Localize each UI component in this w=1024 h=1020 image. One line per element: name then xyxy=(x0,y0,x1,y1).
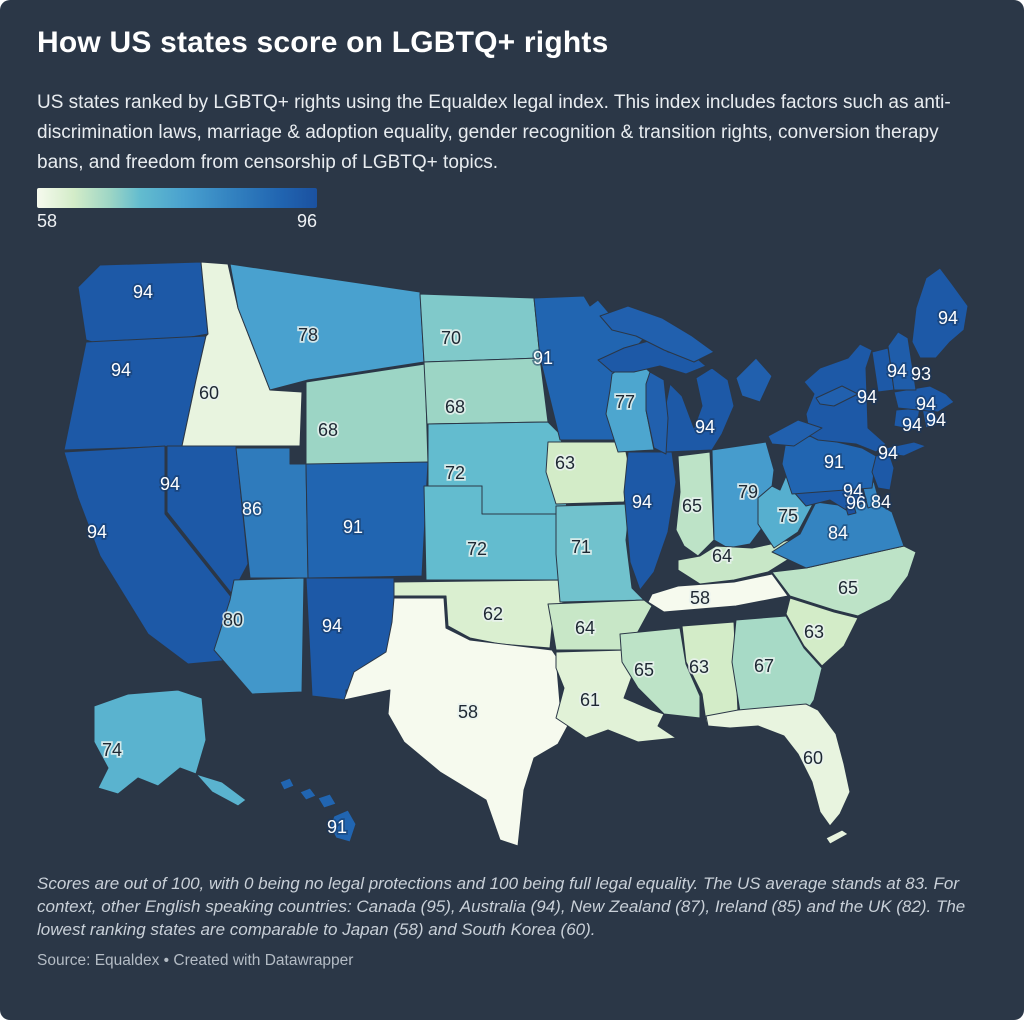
lake-michigan xyxy=(645,371,669,455)
state-shape-SC[interactable] xyxy=(785,597,859,667)
state-shape-NH[interactable] xyxy=(887,331,917,391)
state-shape-AZ[interactable] xyxy=(213,577,305,695)
state-shape-WY[interactable] xyxy=(305,363,429,465)
color-legend: 58 96 xyxy=(37,188,317,232)
legend-gradient-bar xyxy=(37,188,317,208)
state-shape-NY[interactable] xyxy=(885,441,927,457)
state-shape-MT[interactable] xyxy=(229,263,425,391)
state-shape-DC[interactable] xyxy=(845,505,857,516)
state-shape-ID[interactable] xyxy=(181,261,303,447)
state-shape-VA[interactable] xyxy=(771,497,905,569)
state-shape-AK[interactable] xyxy=(93,689,207,795)
state-shape-CO[interactable] xyxy=(305,461,429,579)
state-shape-MS[interactable] xyxy=(619,627,701,719)
legend-labels: 58 96 xyxy=(37,211,317,232)
state-shape-LA[interactable] xyxy=(555,649,677,743)
state-shape-HI[interactable] xyxy=(279,777,295,791)
state-shape-HI[interactable] xyxy=(329,809,357,843)
state-shape-IL[interactable] xyxy=(623,451,677,591)
state-shape-TN[interactable] xyxy=(647,573,789,613)
lake-superior xyxy=(599,305,715,363)
state-shape-SD[interactable] xyxy=(423,357,549,425)
chart-description: US states ranked by LGBTQ+ rights using … xyxy=(37,92,951,173)
state-shape-AK[interactable] xyxy=(195,773,247,807)
state-shape-HI[interactable] xyxy=(317,793,337,809)
state-shape-FL[interactable] xyxy=(825,829,849,845)
lake-ontario xyxy=(815,385,859,407)
lake-erie xyxy=(767,419,823,447)
chart-footnote: Scores are out of 100, with 0 being no l… xyxy=(37,874,966,939)
state-shape-HI[interactable] xyxy=(299,787,317,801)
state-shape-GA[interactable] xyxy=(731,615,823,713)
state-shape-MA[interactable] xyxy=(893,385,955,413)
state-shape-CA[interactable] xyxy=(63,445,233,665)
state-shape-MI[interactable] xyxy=(663,367,735,453)
state-shape-TX[interactable] xyxy=(343,597,573,847)
state-shape-IN[interactable] xyxy=(675,451,715,557)
state-shape-CT[interactable] xyxy=(893,407,921,431)
legend-min-label: 58 xyxy=(37,211,58,231)
legend-max-label: 96 xyxy=(296,211,317,231)
state-shape-ND[interactable] xyxy=(419,293,541,363)
state-shape-ME[interactable] xyxy=(911,267,969,359)
state-shape-FL[interactable] xyxy=(705,703,851,827)
lake-huron xyxy=(735,357,773,403)
source-line: Source: Equaldex • Created with Datawrap… xyxy=(37,952,354,969)
state-shape-MI[interactable] xyxy=(597,339,707,375)
chart-title: How US states score on LGBTQ+ rights xyxy=(37,26,609,59)
